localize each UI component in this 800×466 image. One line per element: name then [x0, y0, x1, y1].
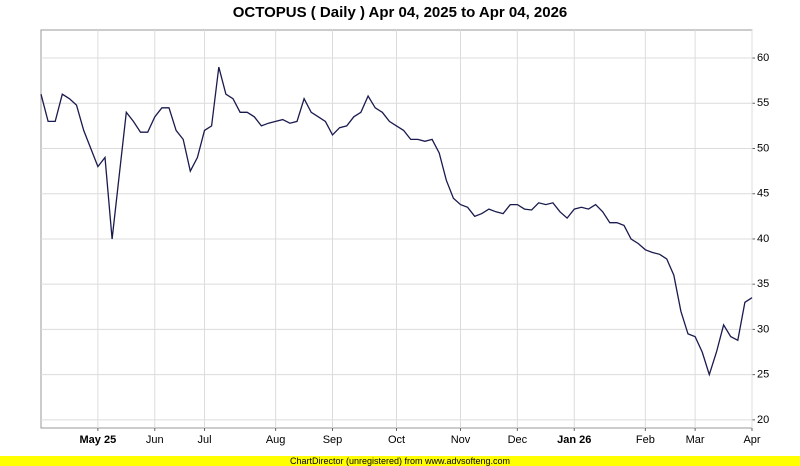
x-tick-label: Sep: [323, 434, 343, 446]
x-tick-label: Feb: [636, 434, 655, 446]
x-tick-label: Jul: [197, 434, 211, 446]
price-line: [40, 66, 753, 377]
marks: [40, 66, 753, 377]
y-tick-label: 25: [757, 369, 769, 381]
x-tick-label: Oct: [388, 434, 405, 446]
y-tick-label: 45: [757, 188, 769, 200]
y-tick-label: 55: [757, 97, 769, 109]
x-tick-label: Nov: [451, 434, 471, 446]
y-tick-label: 50: [757, 142, 769, 154]
x-tick-label: Dec: [508, 434, 528, 446]
grid: [41, 30, 755, 431]
x-tick-label: Mar: [686, 434, 705, 446]
y-tick-label: 60: [757, 52, 769, 64]
y-tick-label: 20: [757, 414, 769, 426]
x-tick-label: Jun: [146, 434, 164, 446]
y-tick-label: 40: [757, 233, 769, 245]
chart-title: OCTOPUS ( Daily ) Apr 04, 2025 to Apr 04…: [233, 4, 568, 21]
y-tick-label: 30: [757, 323, 769, 335]
y-tick-label: 35: [757, 278, 769, 290]
x-tick-label: May 25: [80, 434, 117, 446]
x-tick-label: Aug: [266, 434, 286, 446]
x-tick-label: Jan 26: [557, 434, 591, 446]
footer: ChartDirector (unregistered) from www.ad…: [290, 456, 510, 466]
footer-bar: [0, 456, 800, 466]
x-tick-label: Apr: [743, 434, 760, 446]
